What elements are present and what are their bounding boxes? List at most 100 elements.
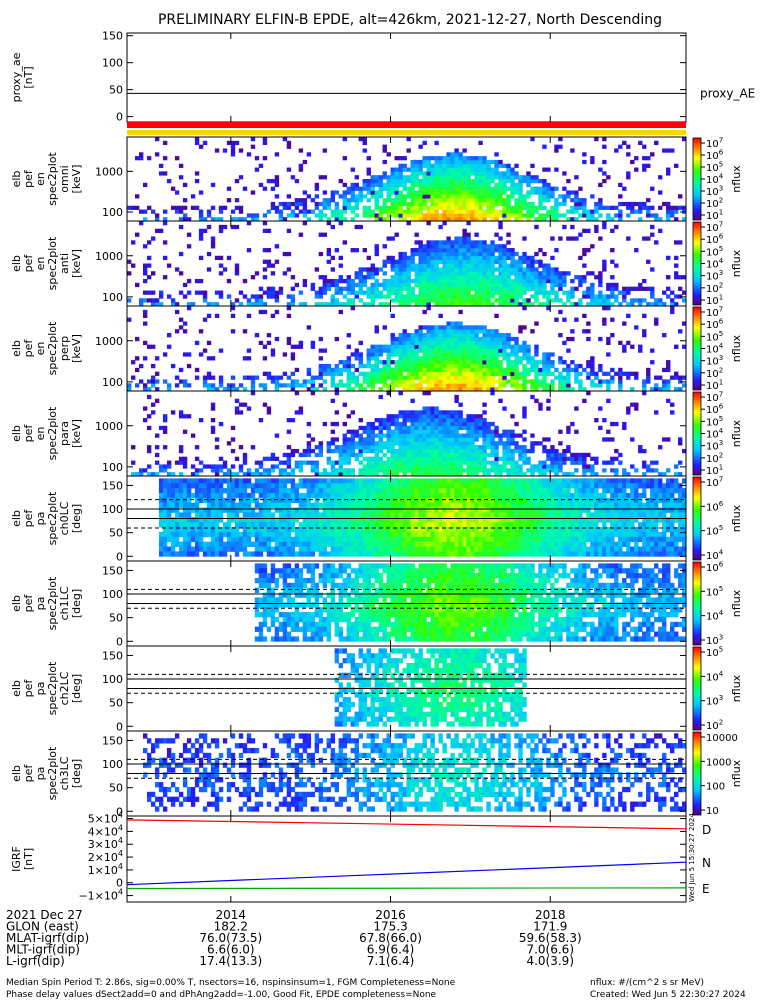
- y-label-line-3: spec2plot: [46, 321, 59, 375]
- y-label-line-1: pef: [22, 764, 35, 783]
- y-tick-label-6: −1×104: [78, 888, 123, 903]
- y-tick-label-1: 4×104: [88, 823, 123, 838]
- y-label-line-1: pef: [22, 679, 35, 698]
- x-axis-row-label-1: GLON (east): [6, 920, 79, 934]
- y-label-line-4: anti: [58, 253, 71, 274]
- colorbar-4: [692, 391, 702, 476]
- x-axis-row-label-3: MLT-igrf(dip): [6, 943, 80, 957]
- y-label-line-0: elb: [10, 340, 23, 357]
- y-tick-label-0: 1000: [95, 250, 123, 263]
- spectrogram-cells: [158, 478, 687, 557]
- x-axis-row-value-3-1: 6.9(6.4): [367, 943, 415, 957]
- y-label-line-3: spec2plot: [46, 406, 59, 460]
- y-label-line-2: pa: [34, 682, 47, 696]
- panel-frame: [126, 32, 687, 123]
- colorbar-label-5-2: 105: [706, 524, 723, 538]
- y-tick-label-0: 1000: [95, 165, 123, 178]
- y-label-line-4: perp: [58, 336, 71, 361]
- y-tick-label-2: 3×104: [88, 836, 123, 851]
- y-label-line-5: [deg]: [70, 589, 83, 618]
- loss-cone-lines: [127, 588, 686, 609]
- colorbar-label-1-6: 101: [706, 209, 723, 223]
- colorbar-label-3-1: 106: [706, 318, 724, 332]
- spectrogram-cells: [127, 306, 687, 392]
- colorbar-label-8-0: 10000: [706, 733, 738, 744]
- colorbar-label-3-6: 101: [706, 379, 723, 393]
- y-label-line-0: elb: [10, 255, 23, 272]
- x-axis-row-value-3-0: 6.6(6.0): [207, 943, 255, 957]
- x-axis-row-value-4-2: 4.0(3.9): [526, 954, 574, 968]
- colorbar-title-8: nflux: [730, 759, 743, 787]
- y-tick-label-1: 100: [102, 291, 123, 304]
- x-axis-row-value-3-2: 7.0(6.6): [526, 943, 574, 957]
- y-tick-label-1: 100: [102, 206, 123, 219]
- colorbar-label-1-5: 102: [706, 197, 723, 211]
- y-tick-label-2: 50: [109, 612, 123, 625]
- y-label-line-2: pa: [34, 512, 47, 526]
- colorbar-label-2-0: 107: [706, 221, 723, 235]
- x-axis-row-value-2-2: 59.6(58.3): [519, 931, 582, 945]
- y-label-line-2: en: [34, 172, 47, 186]
- side-stamp: Wed Jun 5 15:30:27 2024: [688, 813, 696, 902]
- colorbar-title-7: nflux: [730, 674, 743, 702]
- y-label-line-2: pa: [34, 767, 47, 781]
- colorbar-title-5: nflux: [730, 504, 743, 532]
- y-label-line-0: elb: [10, 680, 23, 697]
- colorbar-title-6: nflux: [730, 589, 743, 617]
- y-tick-label-1: 100: [102, 461, 123, 474]
- colorbar-6: [692, 561, 702, 646]
- y-label-line-3: spec2plot: [46, 661, 59, 715]
- y-label-line-4: para: [58, 421, 71, 446]
- colorbar-label-1-0: 107: [706, 137, 723, 151]
- y-tick-label-1: 100: [102, 758, 123, 771]
- colorbar-label-2-3: 104: [706, 257, 724, 271]
- colorbar-label-6-1: 105: [706, 585, 723, 599]
- panel-frame: [126, 815, 687, 903]
- x-axis-row-label-0: 2021 Dec 27: [6, 908, 83, 922]
- panel-proxy_ae: 150 100 50 0 proxy_AE proxy_ae [nT]: [10, 30, 755, 124]
- y-tick-label-0: 150: [102, 734, 123, 747]
- colorbar-label-4-2: 105: [706, 415, 723, 429]
- footer-right-line1: nflux: #/(cm^2 s sr MeV): [590, 978, 704, 988]
- y-tick-label-0: 1000: [95, 335, 123, 348]
- y-label-line-4: ch1LC: [58, 586, 71, 620]
- loss-cone-lines: [127, 499, 686, 529]
- y-label-line-5: [keV]: [70, 249, 83, 278]
- y-label-line-5: [keV]: [70, 334, 83, 363]
- y-tick-label-4: 1×104: [88, 862, 123, 877]
- y-tick-label-0: 5×104: [88, 811, 123, 826]
- y-label-line-2: en: [34, 257, 47, 271]
- panel-elb_pef_pa_spec2plot_ch0LC: 150 100 50 0 107 106 105 104 nflux elb pef pa spec2p…: [10, 475, 743, 563]
- y-tick-label-0: 150: [102, 30, 123, 43]
- colorbar-7: [692, 646, 702, 731]
- y-label-line-0: elb: [10, 595, 23, 612]
- y-label-line-5: [keV]: [70, 419, 83, 448]
- x-axis-row-value-0-2: 2018: [535, 908, 566, 922]
- spectrogram-cells: [334, 648, 527, 727]
- x-axis-row-value-2-1: 67.8(66.0): [359, 931, 422, 945]
- x-axis-row-label-4: L-igrf(dip): [6, 954, 65, 968]
- colorbar-label-2-4: 103: [706, 269, 723, 283]
- colorbar-label-4-6: 101: [706, 464, 723, 478]
- colorbar-label-4-4: 103: [706, 439, 723, 453]
- y-label-line-1: [nT]: [22, 848, 35, 870]
- y-tick-label-3: 0: [116, 805, 123, 818]
- y-label-line-0: elb: [10, 425, 23, 442]
- colorbar-1: [692, 137, 702, 221]
- colorbar-title-3: nflux: [730, 334, 743, 362]
- colorbar-label-3-4: 103: [706, 354, 723, 368]
- spectrogram-cells: [127, 221, 687, 307]
- colorbar-label-8-1: 1000: [706, 757, 731, 768]
- y-label-line-1: pef: [22, 424, 35, 443]
- y-label-line-0: elb: [10, 171, 23, 188]
- status-bar-yellow: [127, 130, 686, 135]
- spectrogram-cells: [127, 137, 687, 222]
- y-tick-label-2: 50: [109, 84, 123, 97]
- y-label-line-4: ch2LC: [58, 671, 71, 705]
- series-line-D: [126, 819, 687, 830]
- y-label-line-0: elb: [10, 765, 23, 782]
